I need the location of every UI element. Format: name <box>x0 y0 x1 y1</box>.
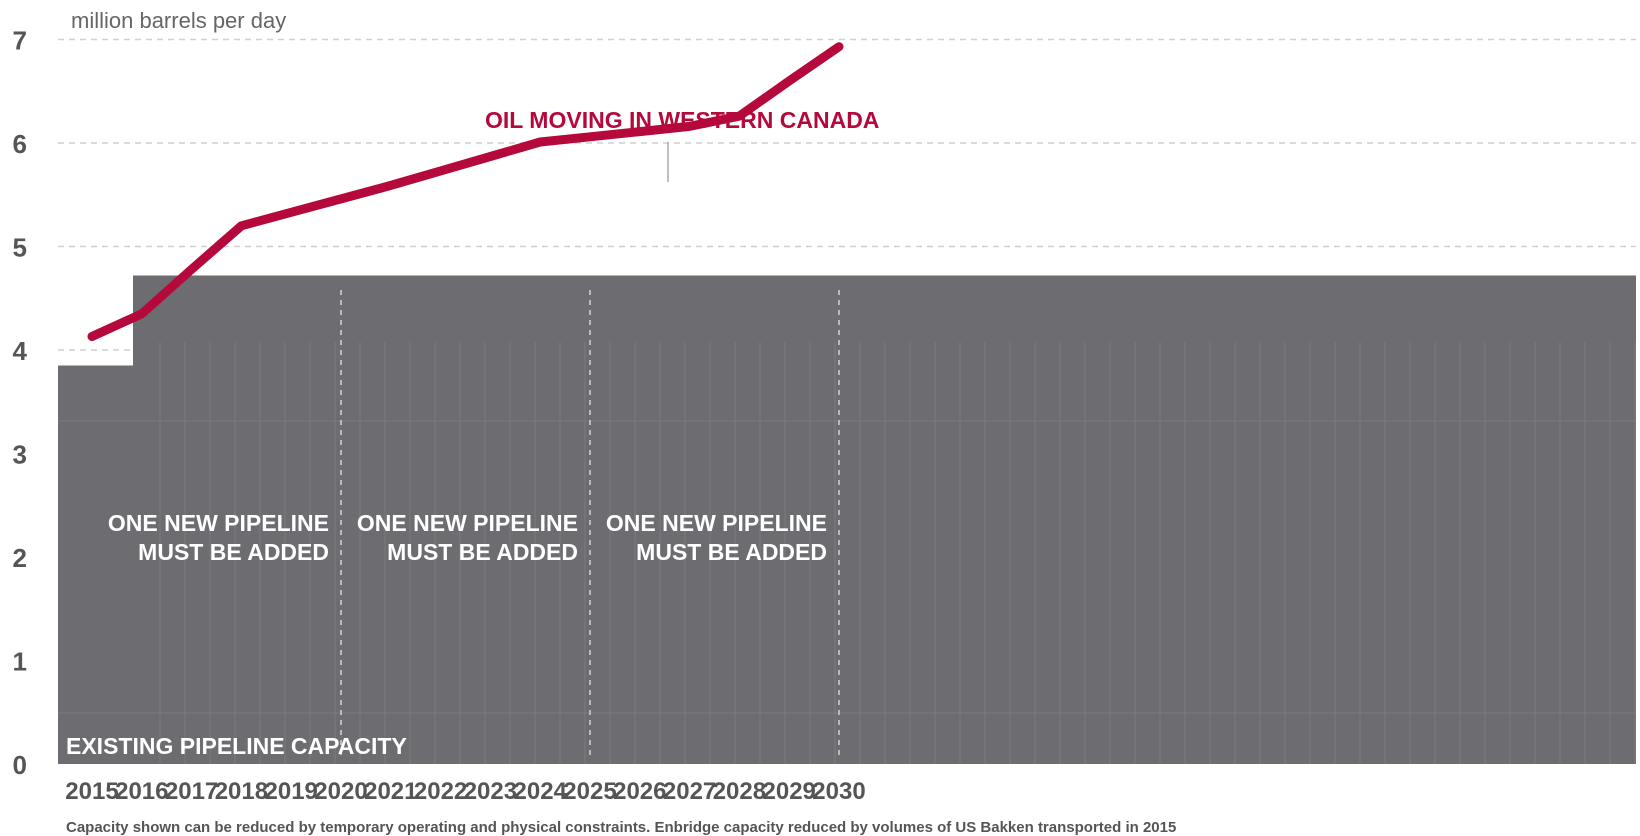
x-tick-2017: 2017 <box>165 778 218 805</box>
y-tick-7: 7 <box>13 26 27 56</box>
x-tick-2028: 2028 <box>713 778 766 805</box>
y-tick-3: 3 <box>13 440 27 470</box>
x-tick-2021: 2021 <box>364 778 417 805</box>
annotation-line1: ONE NEW PIPELINE <box>108 510 329 536</box>
annotation-line2: MUST BE ADDED <box>387 539 578 565</box>
x-tick-2018: 2018 <box>215 778 268 805</box>
x-tick-2020: 2020 <box>314 778 367 805</box>
y-tick-6: 6 <box>13 129 27 159</box>
y-axis-label: million barrels per day <box>71 8 286 33</box>
x-tick-2015: 2015 <box>65 778 118 805</box>
capacity-label: EXISTING PIPELINE CAPACITY <box>66 733 407 759</box>
x-tick-2022: 2022 <box>414 778 467 805</box>
capacity-area <box>58 275 1636 764</box>
y-axis-ticks: 0 1 2 3 4 5 6 7 <box>13 26 28 781</box>
annotation-line2: MUST BE ADDED <box>636 539 827 565</box>
series-label: OIL MOVING IN WESTERN CANADA <box>485 107 879 133</box>
annotation-line1: ONE NEW PIPELINE <box>357 510 578 536</box>
series-line-layer <box>87 42 844 341</box>
y-tick-4: 4 <box>13 336 28 366</box>
x-tick-2016: 2016 <box>115 778 168 805</box>
x-tick-2024: 2024 <box>514 778 568 805</box>
annotation-line2: MUST BE ADDED <box>138 539 329 565</box>
annotation-line1: ONE NEW PIPELINE <box>606 510 827 536</box>
x-tick-2030: 2030 <box>812 778 865 805</box>
y-tick-0: 0 <box>13 750 27 780</box>
y-tick-5: 5 <box>13 233 27 263</box>
y-tick-1: 1 <box>13 647 27 677</box>
y-tick-2: 2 <box>13 543 27 573</box>
x-tick-2027: 2027 <box>663 778 716 805</box>
pipeline-annotations: ONE NEW PIPELINE MUST BE ADDED ONE NEW PIP… <box>108 290 840 756</box>
series-line <box>87 42 844 341</box>
capacity-fill <box>58 275 1636 764</box>
x-tick-2019: 2019 <box>265 778 318 805</box>
x-axis-ticks: 2015201620172018201920202021202220232024… <box>65 778 865 805</box>
x-tick-2026: 2026 <box>613 778 666 805</box>
x-tick-2023: 2023 <box>464 778 517 805</box>
x-tick-2025: 2025 <box>563 778 616 805</box>
footnote: Capacity shown can be reduced by tempora… <box>66 819 1176 836</box>
x-tick-2029: 2029 <box>763 778 816 805</box>
